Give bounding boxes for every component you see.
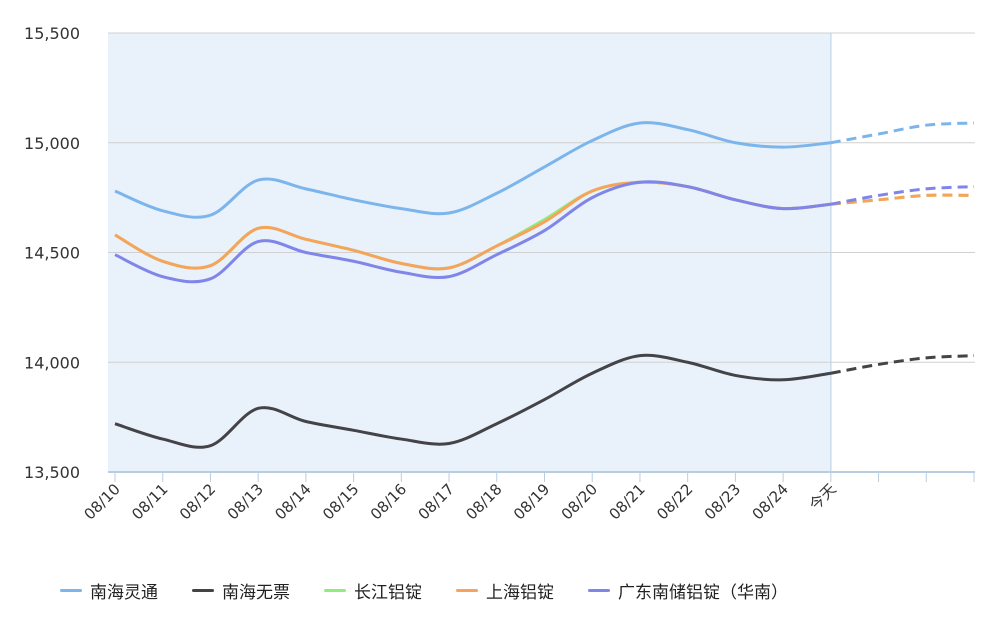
x-tick-label: 08/24 xyxy=(749,480,792,523)
legend-item[interactable]: 广东南储铝锭（华南） xyxy=(588,578,788,603)
x-tick-label: 08/20 xyxy=(558,480,601,523)
x-tick-label: 08/15 xyxy=(319,480,362,523)
series-forecast-line-4 xyxy=(830,185,975,206)
x-tick-label: 08/18 xyxy=(462,480,505,523)
x-tick-label: 08/13 xyxy=(224,480,267,523)
legend-swatch xyxy=(456,589,478,592)
x-tick-label: 08/21 xyxy=(605,480,648,523)
series-line-0 xyxy=(114,121,831,219)
legend-item[interactable]: 南海无票 xyxy=(192,578,290,603)
legend-label: 上海铝锭 xyxy=(486,583,554,603)
legend-swatch xyxy=(324,589,346,592)
line-chart: 13,500 14,000 14,500 15,000 15,500 08/10 08/11… xyxy=(24,24,975,523)
legend-item[interactable]: 南海灵通 xyxy=(60,578,158,603)
legend-label: 南海无票 xyxy=(222,583,290,603)
legend-item[interactable]: 长江铝锭 xyxy=(324,578,422,603)
series-line-1 xyxy=(114,353,832,449)
x-tick-label: 08/23 xyxy=(701,480,744,523)
y-tick-label: 13,500 xyxy=(24,463,80,482)
legend-swatch xyxy=(588,589,610,592)
x-tick-label: 08/10 xyxy=(81,480,124,523)
legend-item[interactable]: 上海铝锭 xyxy=(456,578,554,603)
legend-label: 长江铝锭 xyxy=(354,583,422,603)
x-tick-label: 08/14 xyxy=(271,480,314,523)
x-tick-label: 08/22 xyxy=(653,480,696,523)
x-tick-label: 08/17 xyxy=(415,480,458,523)
y-tick-label: 14,000 xyxy=(24,353,80,372)
series-line-4 xyxy=(114,180,831,284)
legend: 南海灵通 南海无票 长江铝锭 上海铝锭 广东南储铝锭（华南） xyxy=(60,578,788,603)
x-tick-label: 08/12 xyxy=(176,480,219,523)
series-forecast-line-3 xyxy=(830,193,975,206)
x-tick-label: 08/19 xyxy=(510,480,553,523)
y-tick-label: 15,000 xyxy=(24,134,80,153)
legend-swatch xyxy=(60,589,82,592)
x-tick-label: 08/16 xyxy=(367,480,410,523)
series-forecast-line-1 xyxy=(830,354,975,375)
series-forecast-line-0 xyxy=(830,121,975,145)
legend-label: 南海灵通 xyxy=(90,583,158,603)
legend-swatch xyxy=(192,589,214,592)
y-tick-label: 14,500 xyxy=(24,244,80,263)
legend-label: 广东南储铝锭（华南） xyxy=(618,583,788,603)
x-tick-label: 今天 xyxy=(806,480,840,514)
x-tick-label: 08/11 xyxy=(128,480,171,523)
y-tick-label: 15,500 xyxy=(24,24,80,43)
